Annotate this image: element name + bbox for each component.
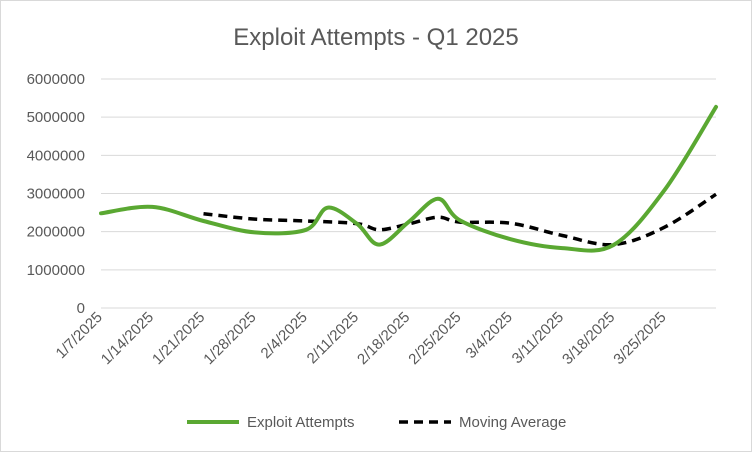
x-tick-label: 2/18/2025: [354, 309, 413, 368]
x-tick-label: 1/21/2025: [149, 309, 208, 368]
x-tick-label: 2/25/2025: [405, 309, 464, 368]
x-tick-label: 3/25/2025: [610, 309, 669, 368]
legend-item-moving-average: Moving Average: [399, 414, 566, 431]
grid-lines: [101, 78, 716, 309]
y-tick-label: 2000000: [27, 224, 85, 241]
x-tick-label: 2/4/2025: [258, 309, 311, 362]
legend-item-exploit-attempts: Exploit Attempts: [187, 414, 355, 431]
legend-label: Moving Average: [459, 414, 566, 431]
exploit-attempts-line: [99, 104, 718, 253]
x-tick-label: 3/11/2025: [509, 309, 567, 367]
x-tick-label: 1/28/2025: [200, 309, 259, 368]
x-axis: 1/7/20251/14/20251/21/20251/28/20252/4/2…: [53, 309, 670, 368]
legend: Exploit Attempts Moving Average: [187, 414, 566, 431]
x-tick-label: 1/14/2025: [98, 309, 157, 368]
chart-title: Exploit Attempts - Q1 2025: [233, 24, 518, 51]
y-tick-label: 1000000: [27, 262, 85, 279]
x-tick-label: 3/4/2025: [463, 309, 516, 362]
y-axis: 0 1000000 2000000 3000000 4000000 5000000 6000…: [27, 71, 85, 317]
plot-series: [99, 104, 718, 253]
y-tick-label: 4000000: [27, 147, 85, 164]
y-tick-label: 6000000: [27, 71, 85, 88]
y-tick-label: 0: [77, 300, 85, 317]
x-tick-label: 3/18/2025: [559, 309, 618, 368]
y-tick-label: 3000000: [27, 186, 85, 203]
x-tick-label: 2/11/2025: [304, 309, 362, 367]
legend-label: Exploit Attempts: [247, 414, 355, 431]
y-tick-label: 5000000: [27, 109, 85, 126]
